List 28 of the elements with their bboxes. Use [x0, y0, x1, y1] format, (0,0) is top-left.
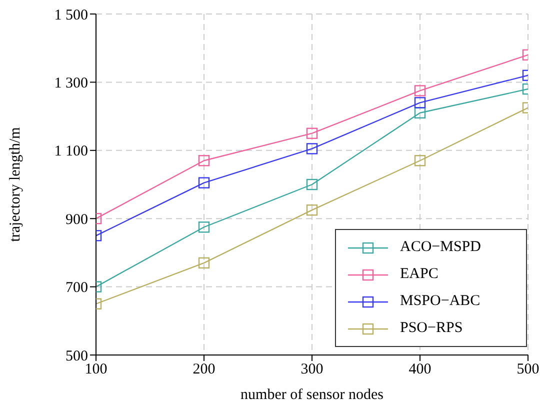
x-tick-label: 500 — [516, 362, 540, 378]
x-tick-label: 400 — [408, 362, 432, 378]
x-tick-label: 200 — [192, 362, 216, 378]
legend-label: EAPC — [400, 266, 438, 283]
legend-label: MSPO−ABC — [400, 293, 480, 310]
point — [198, 222, 210, 233]
x-axis-title: number of sensor nodes — [240, 387, 384, 403]
point — [414, 155, 426, 166]
point — [306, 178, 318, 190]
x-tick-label: 300 — [300, 362, 324, 378]
point — [306, 128, 318, 139]
point — [414, 97, 426, 108]
point — [198, 257, 210, 269]
point — [306, 204, 318, 216]
legend-label: ACO−MSPD — [400, 239, 481, 256]
y-tick-label: 500 — [66, 348, 88, 364]
y-tick-label: 1 300 — [54, 76, 88, 92]
point — [198, 155, 210, 166]
y-tick-label: 700 — [66, 280, 88, 296]
x-tick-label: 100 — [84, 362, 108, 378]
point — [306, 143, 318, 154]
point — [414, 85, 426, 96]
y-tick-label: 900 — [66, 212, 88, 228]
y-tick-label: 1 500 — [54, 7, 88, 24]
y-tick-label: 1 100 — [54, 144, 88, 160]
legend-label: PSO−RPS — [400, 320, 463, 337]
point — [198, 177, 210, 188]
y-axis-title: trajectory length/m — [7, 126, 24, 242]
